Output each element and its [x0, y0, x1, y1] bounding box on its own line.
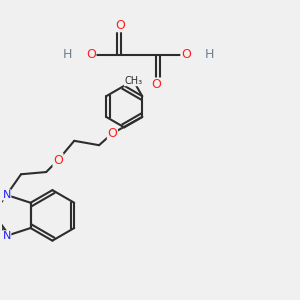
Text: O: O: [116, 19, 126, 32]
Text: N: N: [2, 231, 11, 241]
Text: H: H: [205, 48, 214, 62]
Text: O: O: [181, 48, 191, 62]
Text: H: H: [62, 48, 72, 62]
Text: O: O: [53, 154, 63, 167]
Text: N: N: [2, 190, 11, 200]
Text: O: O: [151, 78, 161, 91]
Text: O: O: [107, 127, 117, 140]
Text: CH₃: CH₃: [124, 76, 142, 86]
Text: O: O: [86, 48, 96, 62]
